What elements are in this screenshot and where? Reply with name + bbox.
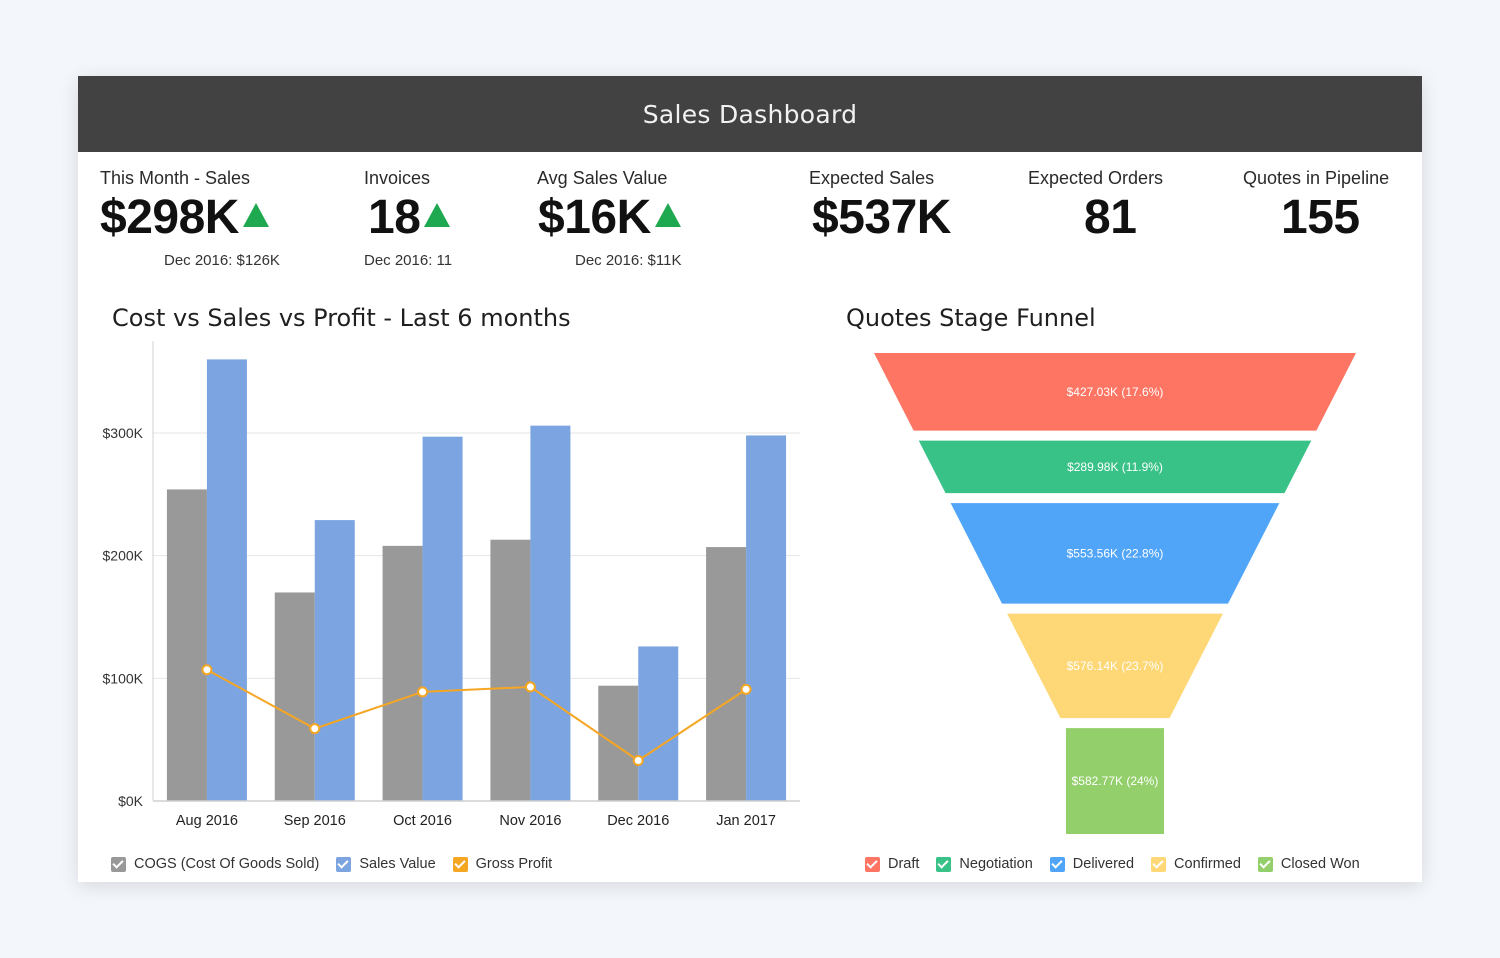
kpi-value: 81: [1084, 191, 1137, 244]
kpi-expected-orders: Expected Orders 81: [1028, 168, 1164, 244]
kpi-label: This Month - Sales: [100, 168, 251, 188]
cost-sales-profit-chart: $0K $100K $200K $300K Aug 2016 Sep 2016 Oct 20…: [103, 341, 800, 829]
legend-item-delivered[interactable]: Delivered: [1049, 856, 1135, 872]
funnel-stage-label: $576.14K (23.7%): [1067, 659, 1164, 673]
legend-item-confirmed[interactable]: Confirmed: [1151, 856, 1241, 872]
funnel-stage-negotiation: [918, 440, 1312, 494]
funnel-stage-label: $553.56K (22.8%): [1067, 546, 1164, 560]
dashboard-header: Sales Dashboard: [78, 76, 1422, 152]
trend-up-icon: [424, 203, 451, 227]
bar-sales-value: [746, 435, 787, 801]
kpi-label: Expected Sales: [809, 168, 935, 188]
legend-label: COGS (Cost Of Goods Sold): [134, 856, 320, 872]
kpi-avg-sales-value: Avg Sales Value $16K Dec 2016: $11K: [537, 168, 681, 269]
trend-up-icon: [242, 203, 269, 227]
kpi-value: $537K: [812, 191, 951, 244]
y-tick-label: $100K: [103, 670, 144, 686]
kpi-quotes-in-pipeline: Quotes in Pipeline 155: [1243, 168, 1390, 244]
funnel-stage-delivered: [950, 503, 1280, 604]
y-tick-label: $300K: [103, 425, 144, 441]
legend-item-cogs[interactable]: COGS (Cost Of Goods Sold): [111, 856, 319, 872]
kpi-comparison: Dec 2016: $11K: [575, 252, 682, 269]
x-tick-label: Sep 2016: [284, 813, 346, 829]
bar-cogs: [166, 489, 207, 801]
trend-up-icon: [654, 203, 681, 227]
kpi-label: Expected Orders: [1028, 168, 1164, 188]
legend-label: Delivered: [1072, 856, 1135, 872]
quotes-funnel-chart: $427.03K (17.6%) $289.98K (11.9%) $553.56K…: [874, 353, 1356, 834]
y-tick-label: $200K: [103, 548, 144, 564]
bar-chart-legend: COGS (Cost Of Goods Sold) Sales Value Gr…: [111, 856, 569, 872]
kpi-comparison: Dec 2016: $126K: [164, 252, 280, 269]
kpi-label: Avg Sales Value: [537, 168, 668, 188]
dashboard-title: Sales Dashboard: [642, 99, 858, 129]
kpi-value: 18: [368, 190, 451, 245]
x-tick-label: Oct 2016: [393, 813, 452, 829]
x-tick-label: Aug 2016: [176, 813, 238, 829]
legend-label: Draft: [888, 856, 920, 872]
gross-profit-point: [201, 664, 213, 676]
bar-sales-value: [314, 520, 355, 801]
kpi-value: $298K: [100, 190, 269, 245]
legend-label: Gross Profit: [475, 856, 553, 872]
kpi-value: $16K: [538, 190, 681, 245]
y-tick-label: $0K: [118, 793, 144, 809]
bar-cogs: [274, 592, 315, 801]
checkbox-icon[interactable]: [1049, 856, 1065, 872]
kpi-this-month-sales: This Month - Sales $298K Dec 2016: $126K: [100, 168, 280, 269]
kpi-comparison: Dec 2016: 11: [364, 252, 453, 269]
gross-profit-point: [524, 681, 536, 693]
kpi-expected-sales: Expected Sales $537K: [809, 168, 951, 244]
legend-label: Confirmed: [1174, 856, 1241, 872]
x-tick-label: Jan 2017: [716, 813, 776, 829]
funnel-stage-label: $582.77K (24%): [1072, 774, 1159, 788]
checkbox-icon[interactable]: [1257, 856, 1273, 872]
dashboard-panel: Sales Dashboard This Month - Sales $298K…: [78, 76, 1422, 882]
x-tick-label: Dec 2016: [607, 813, 669, 829]
gross-profit-point: [740, 683, 752, 695]
legend-item-draft[interactable]: Draft: [865, 856, 919, 872]
legend-label: Negotiation: [959, 856, 1033, 872]
checkbox-icon[interactable]: [865, 856, 880, 872]
kpi-label: Quotes in Pipeline: [1243, 168, 1390, 188]
funnel-chart-title: Quotes Stage Funnel: [846, 304, 1096, 332]
legend-item-gross-profit[interactable]: Gross Profit: [452, 856, 553, 872]
kpi-invoices: Invoices 18 Dec 2016: 11: [364, 168, 452, 269]
funnel-stage-label: $427.03K (17.6%): [1067, 385, 1164, 399]
legend-label: Sales Value: [359, 856, 436, 872]
checkbox-icon[interactable]: [452, 856, 468, 872]
gross-profit-point: [417, 686, 429, 698]
gross-profit-point: [309, 723, 321, 735]
gross-profit-line: [206, 668, 747, 762]
legend-item-negotiation[interactable]: Negotiation: [936, 856, 1033, 872]
legend-item-sales-value[interactable]: Sales Value: [336, 856, 436, 872]
gross-profit-point: [632, 755, 644, 767]
funnel-stage-draft: [874, 353, 1356, 431]
kpi-label: Invoices: [364, 168, 431, 188]
x-tick-label: Nov 2016: [499, 813, 561, 829]
funnel-legend: Draft Negotiation Delivered Confirmed Cl…: [865, 856, 1377, 872]
bar-cogs: [598, 685, 639, 801]
bar-sales-value: [422, 436, 463, 801]
funnel-stage-label: $289.98K (11.9%): [1067, 460, 1163, 474]
checkbox-icon[interactable]: [936, 856, 952, 872]
bar-cogs: [706, 547, 747, 801]
funnel-stage-confirmed: [1007, 613, 1223, 719]
bar-cogs: [382, 545, 423, 801]
bar-cogs: [490, 539, 531, 801]
checkbox-icon[interactable]: [1151, 856, 1167, 872]
bar-sales-value: [638, 646, 679, 801]
checkbox-icon[interactable]: [111, 856, 126, 872]
checkbox-icon[interactable]: [336, 856, 352, 872]
kpi-value: 155: [1281, 191, 1360, 244]
bar-sales-value: [530, 425, 571, 801]
legend-label: Closed Won: [1280, 856, 1360, 872]
legend-item-closed-won[interactable]: Closed Won: [1257, 856, 1360, 872]
bar-sales-value: [206, 359, 247, 801]
bar-chart-title: Cost vs Sales vs Profit - Last 6 months: [112, 304, 571, 332]
funnel-stage-closed-won: [1065, 728, 1165, 834]
